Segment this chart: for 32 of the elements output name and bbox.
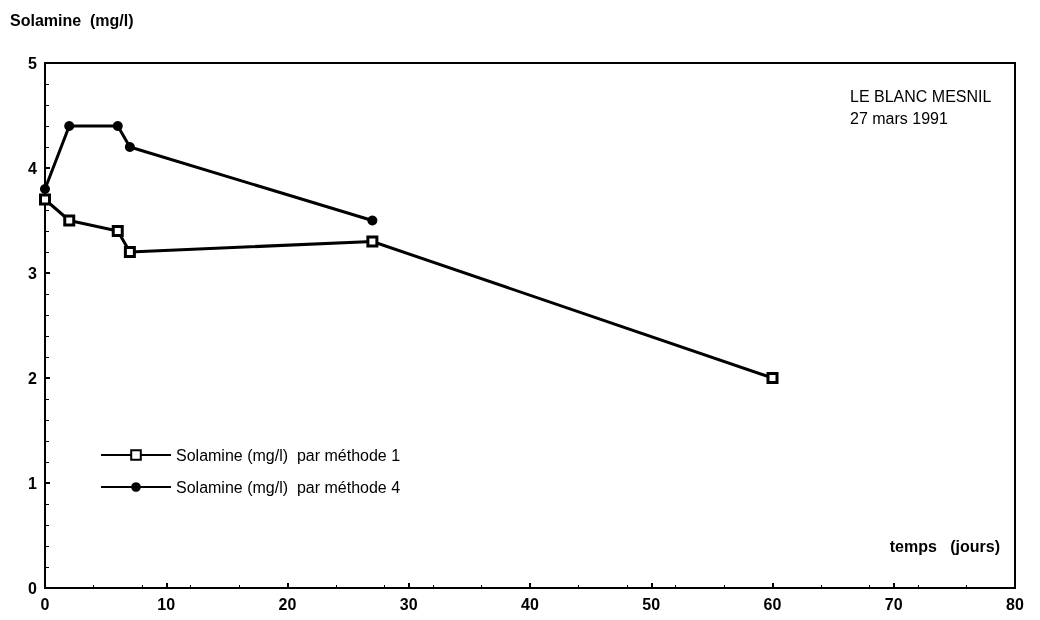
x-tick-label: 70 <box>884 595 903 613</box>
legend-label: Solamine (mg/l) par méthode 4 <box>176 478 401 496</box>
point <box>63 214 76 227</box>
point <box>111 225 124 237</box>
y-tick-label: 2 <box>28 369 38 387</box>
point <box>123 246 136 258</box>
annotation: 27 mars 1991 <box>850 109 948 127</box>
y-tick-label: 5 <box>28 54 38 72</box>
point <box>367 215 378 226</box>
x-tick-label: 80 <box>1006 595 1024 613</box>
annotation: LE BLANC MESNIL <box>850 87 992 105</box>
point <box>366 235 379 248</box>
point <box>40 184 50 194</box>
x-tick-label: 50 <box>642 595 661 613</box>
point <box>112 121 123 131</box>
point <box>64 121 75 131</box>
x-axis-title: temps (jours) <box>889 537 1000 555</box>
x-tick-label: 20 <box>278 595 297 613</box>
x-tick-label: 0 <box>40 595 50 613</box>
point <box>766 372 779 384</box>
legend-label: Solamine (mg/l) par méthode 1 <box>176 446 401 464</box>
point <box>124 142 135 152</box>
y-axis-title: Solamine (mg/l) <box>10 11 134 29</box>
x-tick-label: 30 <box>399 595 418 613</box>
y-tick-label: 3 <box>28 264 38 282</box>
x-tick-label: 40 <box>521 595 539 613</box>
x-tick-label: 10 <box>157 595 176 613</box>
x-tick-label: 60 <box>763 595 782 613</box>
point <box>39 193 51 206</box>
y-tick-label: 4 <box>28 159 38 177</box>
y-tick-label: 0 <box>28 579 38 597</box>
y-tick-label: 1 <box>28 474 38 492</box>
